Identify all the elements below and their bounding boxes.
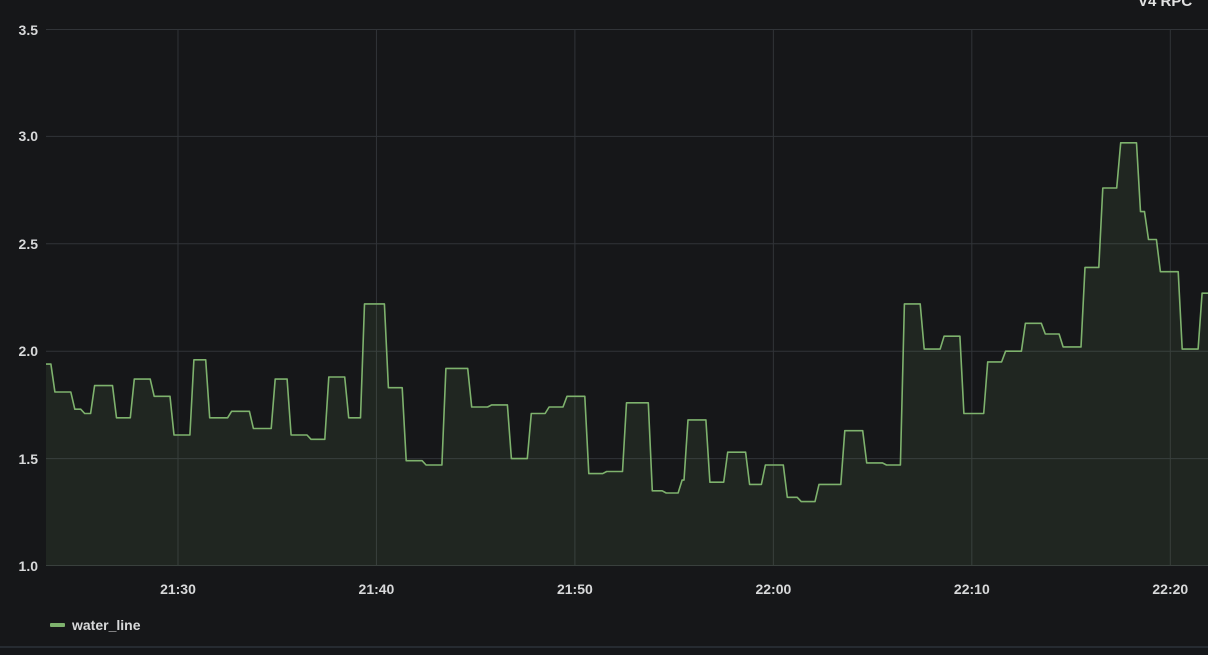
- x-axis: 21:30 21:40 21:50 22:00 22:10 22:20: [46, 579, 1208, 601]
- x-axis-tick-label: 21:40: [358, 581, 395, 597]
- y-axis-tick-label: 2.5: [18, 235, 38, 252]
- y-axis-tick-label: 1.0: [18, 557, 38, 574]
- y-axis: 1.0 1.5 2.0 2.5 3.0 3.5: [0, 0, 42, 600]
- x-axis-tick-label: 22:20: [1152, 581, 1189, 597]
- series-line: [45, 142, 1208, 503]
- panel-bottom-edge: [0, 646, 1208, 655]
- x-axis-tick-label: 21:50: [556, 581, 593, 597]
- plot-area[interactable]: [45, 29, 1208, 567]
- y-axis-tick-label: 1.5: [18, 450, 38, 467]
- legend-color-dash: [50, 623, 65, 627]
- chart-canvas[interactable]: [45, 29, 1208, 567]
- legend-series-label: water_line: [72, 617, 141, 633]
- legend-item-water-line[interactable]: water_line: [50, 615, 140, 635]
- y-axis-tick-label: 2.0: [18, 343, 38, 360]
- series-area-fill: [46, 142, 1208, 567]
- x-axis-tick-label: 22:10: [953, 581, 990, 597]
- grid-lines: [46, 29, 1208, 566]
- y-axis-tick-label: 3.0: [18, 128, 38, 145]
- x-axis-tick-label: 22:00: [755, 581, 792, 597]
- y-axis-tick-label: 3.5: [18, 21, 38, 38]
- panel-title[interactable]: V4 RPC: [1138, 0, 1193, 10]
- x-axis-tick-label: 21:30: [160, 581, 196, 597]
